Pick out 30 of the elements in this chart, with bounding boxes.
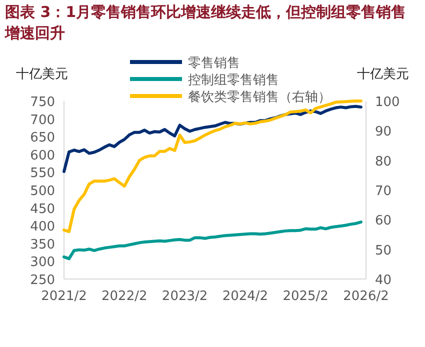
y-tick-label: 450 [30, 202, 55, 217]
title: 图表 3：1月零售销售环比增速继续走低，但控制组零售销售增速回升 [5, 3, 406, 42]
y2-tick-label: 70 [375, 184, 392, 199]
y-tick-label: 350 [30, 237, 55, 252]
y-tick-label: 400 [30, 220, 55, 235]
legend-label: 餐饮类零售销售（右轴） [188, 90, 331, 105]
y2-tick-label: 50 [375, 243, 392, 258]
y-tick-label: 750 [30, 95, 55, 110]
y-tick-label: 700 [30, 112, 55, 128]
x-tick-label: 2021/2 [41, 289, 87, 304]
y-tick-label: 250 [30, 273, 55, 288]
x-tick-label: 2026/2 [343, 289, 389, 304]
y-axis-title: 十亿美元 [16, 66, 68, 82]
x-tick-label: 2022/2 [102, 289, 148, 304]
x-tick-label: 2023/2 [162, 289, 208, 304]
y2-tick-label: 40 [375, 273, 392, 288]
x-tick-label: 2024/2 [222, 289, 268, 304]
legend-label: 零售销售 [188, 56, 240, 71]
y2-axis-title: 十亿美元 [357, 66, 409, 82]
y2-tick-label: 60 [375, 214, 392, 229]
y-tick-label: 650 [30, 130, 55, 146]
y2-tick-label: 100 [375, 95, 400, 110]
y-tick-label: 500 [30, 184, 55, 199]
x-tick-label: 2025/2 [282, 289, 328, 304]
y-tick-label: 550 [30, 166, 55, 182]
legend-label: 控制组零售销售 [188, 73, 279, 88]
y2-tick-label: 80 [375, 154, 392, 170]
y-tick-label: 300 [30, 255, 55, 270]
y-tick-label: 600 [30, 148, 55, 164]
y2-tick-label: 90 [375, 124, 392, 140]
